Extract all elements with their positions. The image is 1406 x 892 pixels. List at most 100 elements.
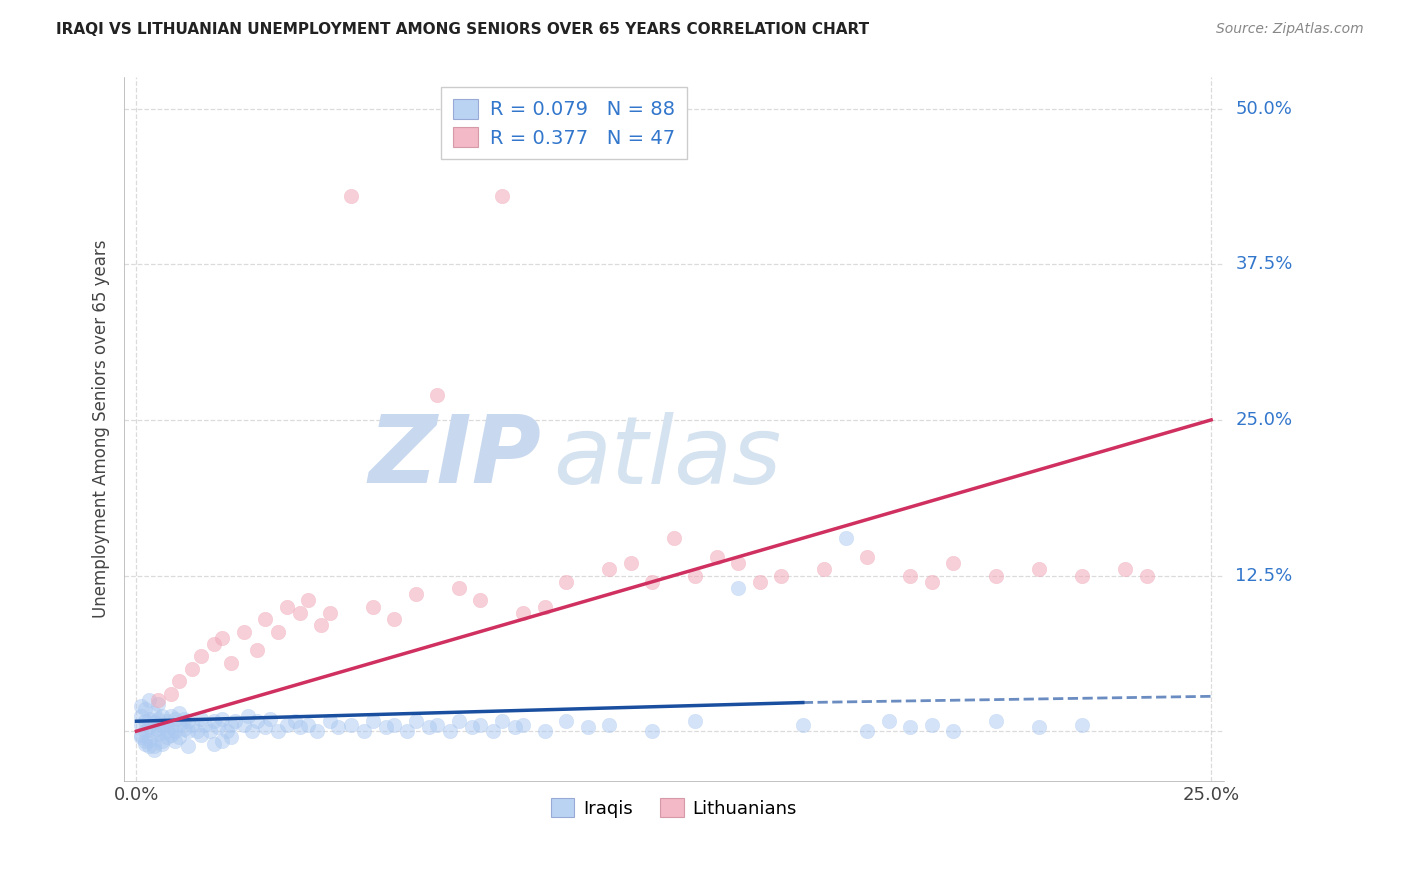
Text: 25.0%: 25.0% <box>1236 411 1292 429</box>
Point <box>439 724 461 739</box>
Point <box>246 643 269 657</box>
Point <box>177 739 200 753</box>
Point <box>598 562 620 576</box>
Point <box>1028 562 1050 576</box>
Text: 50.0%: 50.0% <box>1236 100 1292 118</box>
Point <box>254 612 277 626</box>
Point <box>129 699 152 714</box>
Text: Source: ZipAtlas.com: Source: ZipAtlas.com <box>1216 22 1364 37</box>
Point <box>986 714 1008 729</box>
Point <box>319 714 342 729</box>
Point <box>150 734 173 748</box>
Point <box>305 724 328 739</box>
Point <box>361 599 384 614</box>
Point <box>155 731 177 745</box>
Point <box>856 724 879 739</box>
Point <box>447 714 470 729</box>
Point <box>211 712 233 726</box>
Point <box>159 687 181 701</box>
Point <box>181 718 204 732</box>
Point <box>159 728 181 742</box>
Point <box>361 714 384 729</box>
Point <box>491 714 513 729</box>
Point <box>173 712 195 726</box>
Point <box>138 712 160 726</box>
Point <box>159 721 181 735</box>
Point <box>813 562 835 576</box>
Point <box>340 188 363 202</box>
Point <box>835 531 858 545</box>
Point <box>470 718 492 732</box>
Point <box>254 721 277 735</box>
Point <box>138 732 160 747</box>
Point <box>288 606 311 620</box>
Text: 12.5%: 12.5% <box>1236 566 1292 584</box>
Point <box>470 593 492 607</box>
Point <box>146 722 169 736</box>
Point <box>405 587 427 601</box>
Point <box>426 388 449 402</box>
Point <box>177 724 200 739</box>
Point <box>727 581 749 595</box>
Point <box>792 718 814 732</box>
Point <box>134 737 156 751</box>
Point <box>232 718 254 732</box>
Point <box>284 714 307 729</box>
Point <box>165 724 187 739</box>
Point <box>297 593 319 607</box>
Point <box>512 718 534 732</box>
Point <box>219 656 242 670</box>
Point <box>555 574 578 589</box>
Point <box>267 724 290 739</box>
Point <box>211 631 233 645</box>
Point <box>207 721 229 735</box>
Point <box>727 556 749 570</box>
Point <box>232 624 254 639</box>
Point <box>503 721 526 735</box>
Point <box>142 743 165 757</box>
Point <box>194 718 217 732</box>
Point <box>770 568 793 582</box>
Point <box>426 718 449 732</box>
Point <box>150 718 173 732</box>
Point <box>641 724 664 739</box>
Point <box>181 662 204 676</box>
Point <box>685 568 707 582</box>
Point <box>129 731 152 745</box>
Point <box>142 706 165 720</box>
Point <box>159 709 181 723</box>
Point <box>662 531 685 545</box>
Point <box>169 706 191 720</box>
Point <box>1071 568 1094 582</box>
Point <box>169 731 191 745</box>
Point <box>150 709 173 723</box>
Point <box>396 724 419 739</box>
Point <box>129 728 152 742</box>
Point <box>856 549 879 564</box>
Point <box>146 697 169 711</box>
Point <box>986 568 1008 582</box>
Point <box>177 714 200 729</box>
Point <box>142 724 165 739</box>
Point <box>202 637 225 651</box>
Point <box>150 737 173 751</box>
Point <box>1028 721 1050 735</box>
Y-axis label: Unemployment Among Seniors over 65 years: Unemployment Among Seniors over 65 years <box>93 240 110 618</box>
Point <box>340 718 363 732</box>
Point <box>202 714 225 729</box>
Point <box>353 724 375 739</box>
Point <box>202 737 225 751</box>
Point <box>461 721 484 735</box>
Point <box>1136 568 1159 582</box>
Point <box>598 718 620 732</box>
Point <box>138 693 160 707</box>
Point <box>138 739 160 753</box>
Point <box>512 606 534 620</box>
Point <box>142 739 165 753</box>
Text: ZIP: ZIP <box>368 411 541 503</box>
Point <box>190 712 212 726</box>
Point <box>921 574 943 589</box>
Point <box>242 724 264 739</box>
Point <box>134 702 156 716</box>
Point <box>165 712 187 726</box>
